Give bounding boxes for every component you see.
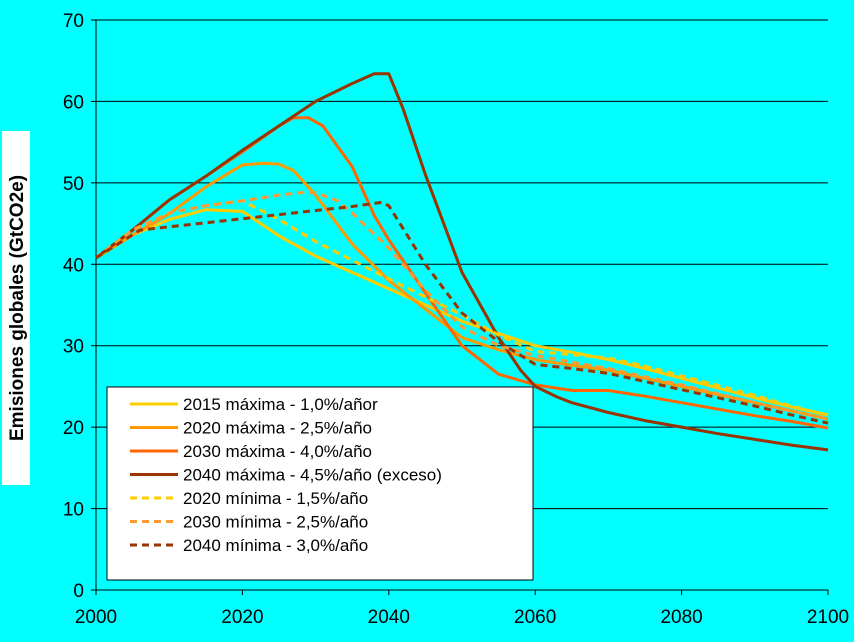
y-axis-label-box: Emisiones globales (GtCO2e) [2, 131, 30, 485]
y-axis-label: Emisiones globales (GtCO2e) [7, 175, 28, 441]
y-tick-label: 30 [63, 337, 84, 358]
series-line-1 [95, 208, 829, 417]
y-tick-label: 60 [63, 92, 84, 113]
legend-label-4: 2040 máxima - 4,5%/año (exceso) [183, 466, 442, 485]
legend-label-2: 2020 máxima - 2,5%/año [183, 419, 372, 438]
axes [95, 20, 828, 591]
series-lines [95, 72, 829, 452]
series-line-6 [95, 191, 829, 421]
legend-label-6: 2030 mínima - 2,5%/año [183, 513, 368, 532]
legend-label-5: 2020 mínima - 1,5%/año [183, 489, 368, 508]
legend-label-3: 2030 máxima - 4,0%/año [183, 442, 372, 461]
x-tick-label: 2020 [221, 607, 263, 628]
ticks: 0 10 20 30 40 50 60 70 2000 2020 2040 2060 2080 2100 [63, 11, 849, 628]
y-tick-label: 20 [63, 418, 84, 439]
legend-label-7: 2040 mínima - 3,0%/año [183, 536, 368, 555]
series-line-7 [95, 200, 829, 425]
y-tick-label: 70 [63, 11, 84, 32]
x-tick-label: 2080 [660, 607, 702, 628]
x-tick-label: 2060 [514, 607, 556, 628]
y-axis-label-background [2, 131, 30, 485]
y-tick-label: 10 [63, 500, 84, 521]
x-tick-label: 2000 [75, 607, 117, 628]
series-line-4 [95, 72, 829, 452]
y-tick-label: 40 [63, 255, 84, 276]
y-tick-label: 50 [63, 174, 84, 195]
y-tick-label: 0 [73, 581, 84, 602]
legend: 2015 máxima - 1,0%/añor 2020 máxima - 2,5… [106, 386, 534, 581]
x-tick-label: 2100 [807, 607, 849, 628]
legend-label-1: 2015 máxima - 1,0%/añor [183, 395, 378, 414]
x-tick-label: 2040 [368, 607, 410, 628]
legend-box [106, 386, 534, 581]
